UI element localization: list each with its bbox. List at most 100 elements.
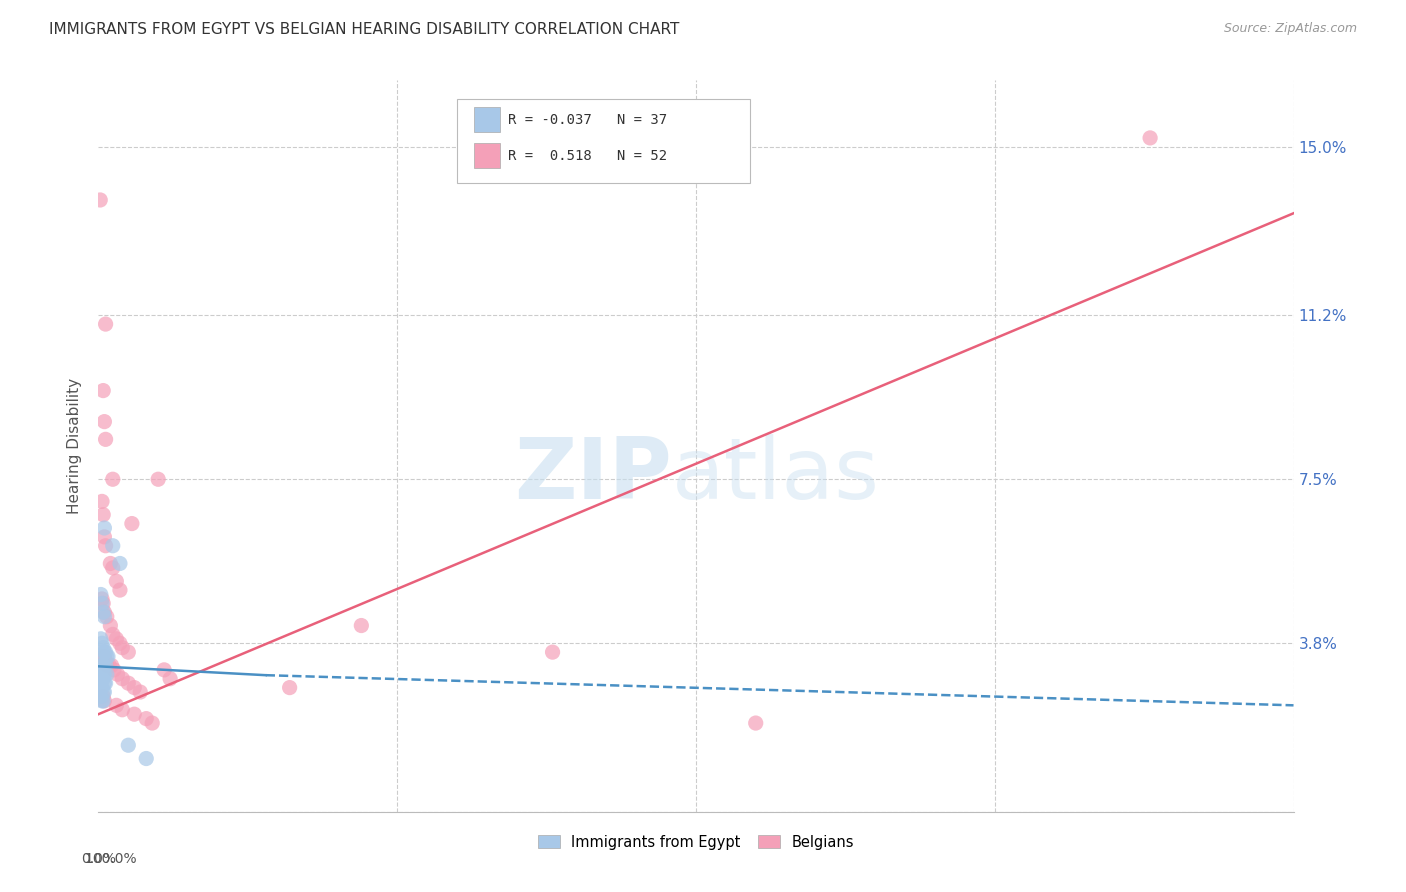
- Point: [159, 672, 181, 686]
- Point: [91, 658, 114, 673]
- Point: [93, 609, 115, 624]
- Point: [91, 591, 114, 606]
- Point: [93, 649, 115, 664]
- Point: [90, 587, 112, 601]
- Point: [94, 433, 117, 447]
- Point: [91, 605, 114, 619]
- Point: [101, 627, 124, 641]
- Point: [105, 574, 128, 589]
- Point: [91, 694, 114, 708]
- Point: [141, 716, 163, 731]
- Point: [105, 632, 128, 646]
- Point: [91, 494, 114, 508]
- Point: [108, 557, 131, 571]
- Point: [135, 712, 157, 726]
- Point: [91, 694, 114, 708]
- Point: [108, 636, 131, 650]
- Point: [91, 667, 114, 681]
- Point: [91, 596, 114, 610]
- Point: [90, 632, 112, 646]
- Point: [111, 703, 134, 717]
- FancyBboxPatch shape: [474, 107, 501, 132]
- Point: [93, 667, 115, 681]
- Point: [98, 557, 122, 571]
- Point: [91, 685, 114, 699]
- Point: [96, 649, 118, 664]
- Point: [1139, 131, 1161, 145]
- Point: [94, 658, 117, 673]
- Point: [91, 508, 114, 522]
- Point: [107, 667, 129, 681]
- Point: [90, 672, 112, 686]
- Point: [91, 672, 114, 686]
- Point: [96, 658, 118, 673]
- Point: [91, 658, 114, 673]
- Point: [91, 672, 114, 686]
- Point: [117, 738, 139, 752]
- Point: [129, 685, 152, 699]
- Point: [93, 645, 115, 659]
- Point: [111, 640, 134, 655]
- Point: [90, 663, 112, 677]
- Point: [94, 676, 117, 690]
- Point: [153, 663, 176, 677]
- Point: [91, 640, 114, 655]
- Point: [101, 472, 124, 486]
- Point: [93, 605, 115, 619]
- Point: [100, 658, 122, 673]
- Text: atlas: atlas: [672, 434, 880, 516]
- Point: [93, 530, 115, 544]
- Point: [91, 663, 114, 677]
- Point: [94, 654, 117, 668]
- Text: 100.0%: 100.0%: [84, 852, 136, 866]
- Point: [101, 561, 124, 575]
- Point: [90, 654, 112, 668]
- Point: [124, 681, 146, 695]
- Point: [94, 539, 117, 553]
- Point: [101, 539, 124, 553]
- Point: [135, 751, 157, 765]
- Text: R =  0.518   N = 52: R = 0.518 N = 52: [509, 149, 668, 163]
- Point: [91, 596, 114, 610]
- Point: [91, 649, 114, 664]
- Point: [94, 317, 117, 331]
- Point: [96, 667, 118, 681]
- FancyBboxPatch shape: [457, 99, 749, 183]
- Point: [89, 193, 111, 207]
- Text: Source: ZipAtlas.com: Source: ZipAtlas.com: [1223, 22, 1357, 36]
- Point: [90, 681, 112, 695]
- Point: [278, 681, 301, 695]
- Point: [91, 690, 114, 704]
- Text: R = -0.037   N = 37: R = -0.037 N = 37: [509, 112, 668, 127]
- Point: [93, 676, 115, 690]
- Point: [93, 415, 115, 429]
- Point: [91, 681, 114, 695]
- Point: [91, 636, 114, 650]
- Point: [121, 516, 143, 531]
- Point: [111, 672, 134, 686]
- Point: [90, 690, 112, 704]
- Point: [541, 645, 564, 659]
- Point: [148, 472, 170, 486]
- Point: [94, 645, 117, 659]
- Point: [117, 645, 139, 659]
- Point: [350, 618, 373, 632]
- Point: [97, 649, 120, 664]
- Point: [96, 609, 118, 624]
- Point: [98, 618, 122, 632]
- Y-axis label: Hearing Disability: Hearing Disability: [67, 378, 83, 514]
- Text: 0.0%: 0.0%: [82, 852, 115, 866]
- Point: [93, 521, 115, 535]
- Point: [745, 716, 768, 731]
- Point: [117, 676, 139, 690]
- Point: [93, 694, 115, 708]
- Point: [93, 685, 115, 699]
- Point: [103, 663, 125, 677]
- Point: [124, 707, 146, 722]
- Point: [98, 658, 121, 673]
- Point: [91, 384, 114, 398]
- FancyBboxPatch shape: [474, 144, 501, 169]
- Point: [105, 698, 128, 713]
- Text: IMMIGRANTS FROM EGYPT VS BELGIAN HEARING DISABILITY CORRELATION CHART: IMMIGRANTS FROM EGYPT VS BELGIAN HEARING…: [49, 22, 679, 37]
- Point: [108, 583, 131, 598]
